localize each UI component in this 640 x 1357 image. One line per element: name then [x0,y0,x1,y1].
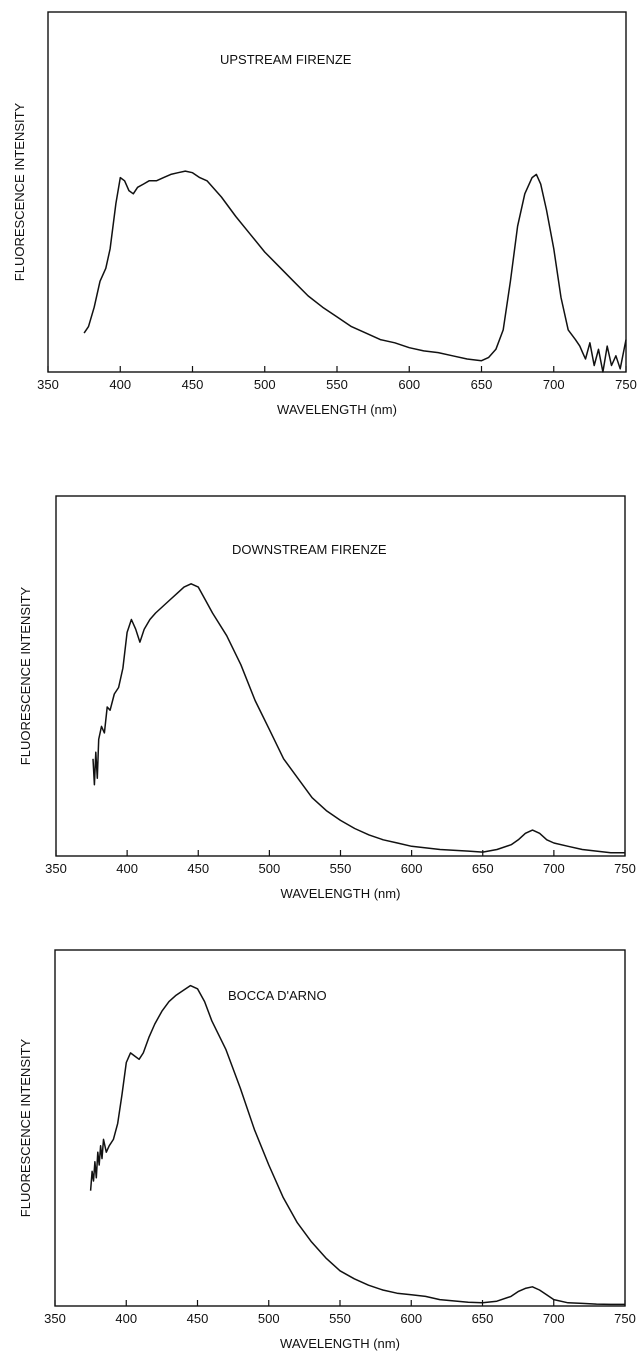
x-tick-label: 700 [543,1311,565,1326]
chart-2: 350 400 450 500 550 600 650 700 750 WAVELENGTH (n… [18,495,636,901]
x-tick-label: 750 [614,861,636,876]
y-axis-label: FLUORESCENCE INTENSITY [12,102,27,281]
x-tick-label: 650 [472,861,494,876]
x-tick-label: 600 [398,377,420,392]
x-tick-label: 450 [187,1311,209,1326]
x-tick-label: 400 [115,1311,137,1326]
x-tick-label: 450 [187,861,209,876]
x-tick-label: 350 [37,377,59,392]
x-axis-label: WAVELENGTH (nm) [281,886,401,901]
x-tick-label: 600 [401,861,423,876]
chart-title: BOCCA D'ARNO [228,988,327,1003]
x-tick-label: 550 [329,1311,351,1326]
plot-frame [54,949,626,1307]
chart-title: DOWNSTREAM FIRENZE [232,542,387,557]
spectrum-series-line [89,984,625,1306]
chart-3: 350 400 450 500 550 600 650 700 750 WAVELENGTH (n… [18,949,636,1351]
x-tick-label: 450 [182,377,204,392]
x-axis-label: WAVELENGTH (nm) [280,1336,400,1351]
x-tick-label: 550 [326,377,348,392]
spectrum-series-line [92,583,625,854]
spectrum-series-line [83,170,627,373]
x-tick-label: 650 [471,377,493,392]
x-axis-label: WAVELENGTH (nm) [277,402,397,417]
x-tick-label: 700 [543,861,565,876]
x-tick-label: 500 [258,1311,280,1326]
x-tick-label: 500 [259,861,281,876]
chart-title: UPSTREAM FIRENZE [220,52,352,67]
x-tick-label: 400 [116,861,138,876]
chart-1: 350 400 450 500 550 600 650 700 750 WAVELENGTH (n… [12,11,637,417]
x-tick-label: 350 [45,861,67,876]
x-tick-label: 650 [472,1311,494,1326]
x-tick-label: 550 [330,861,352,876]
x-tick-label: 750 [614,1311,636,1326]
x-tick-label: 600 [400,1311,422,1326]
x-tick-label: 500 [254,377,276,392]
x-tick-label: 700 [543,377,565,392]
x-tick-label: 750 [615,377,637,392]
y-axis-label: FLUORESCENCE INTENSITY [18,1038,33,1217]
x-tick-label: 350 [44,1311,66,1326]
x-tick-label: 400 [109,377,131,392]
y-axis-label: FLUORESCENCE INTENSITY [18,586,33,765]
